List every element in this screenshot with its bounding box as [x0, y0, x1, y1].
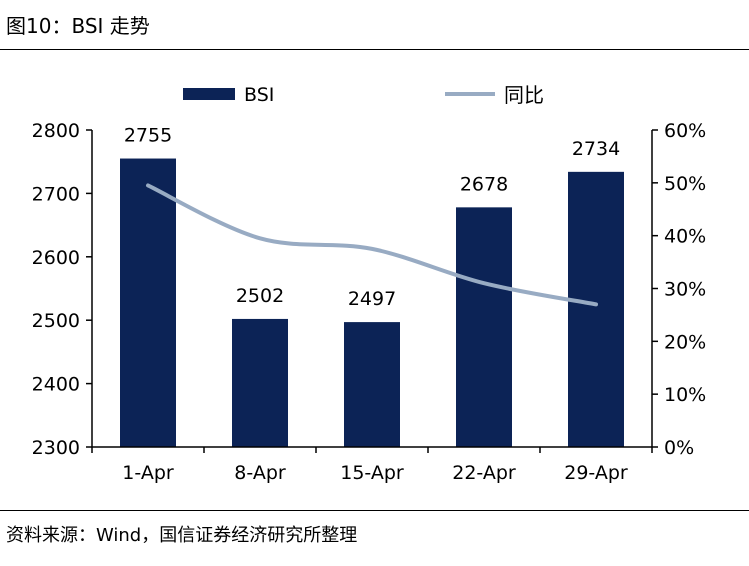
bsi-chart: BSI 同比 2755 2502 2497 2678 2734 2300 2400 2500… — [32, 83, 707, 484]
right-tick-label: 0% — [664, 437, 694, 459]
axes: 2300 2400 2500 2600 2700 2800 0% 10% 20% 30% 40% 50… — [32, 120, 707, 484]
bars — [120, 158, 624, 447]
right-tick-label: 20% — [664, 331, 706, 353]
yoy-line-layer — [146, 183, 598, 307]
legend-bsi-label: BSI — [244, 84, 274, 106]
bar-1-Apr — [120, 158, 176, 447]
x-tick-label: 15-Apr — [340, 462, 404, 484]
bar-value-label: 2755 — [124, 125, 172, 147]
x-tick-label: 8-Apr — [234, 462, 286, 484]
left-tick-label: 2500 — [32, 310, 80, 332]
bar-8-Apr — [232, 318, 288, 447]
right-tick-label: 10% — [664, 384, 706, 406]
x-tick-label: 1-Apr — [122, 462, 174, 484]
bar-15-Apr — [344, 322, 400, 447]
bottom-rule — [0, 510, 749, 511]
legend-bsi-swatch — [183, 88, 235, 100]
left-tick-label: 2700 — [32, 183, 80, 205]
yoy-line — [146, 183, 598, 307]
top-rule — [0, 49, 749, 50]
bar-value-label: 2497 — [348, 288, 396, 310]
left-tick-label: 2400 — [32, 374, 80, 396]
bar-29-Apr — [568, 171, 624, 447]
bar-value-label: 2678 — [460, 173, 508, 195]
left-tick-label: 2600 — [32, 247, 80, 269]
right-tick-label: 30% — [664, 279, 706, 301]
bar-value-label: 2734 — [572, 138, 620, 160]
x-tick-label: 22-Apr — [452, 462, 516, 484]
legend: BSI 同比 — [183, 83, 544, 107]
left-tick-label: 2300 — [32, 437, 80, 459]
legend-yoy-label: 同比 — [504, 83, 544, 107]
right-tick-label: 50% — [664, 173, 706, 195]
right-tick-label: 40% — [664, 226, 706, 248]
bar-labels: 2755 2502 2497 2678 2734 — [124, 125, 620, 311]
figure-title: 图10：BSI 走势 — [6, 14, 150, 38]
left-tick-label: 2800 — [32, 120, 80, 142]
x-tick-label: 29-Apr — [564, 462, 628, 484]
bar-value-label: 2502 — [236, 285, 284, 307]
bar-22-Apr — [456, 207, 512, 447]
right-tick-label: 60% — [664, 120, 706, 142]
source-note: 资料来源：Wind，国信证券经济研究所整理 — [6, 525, 358, 546]
